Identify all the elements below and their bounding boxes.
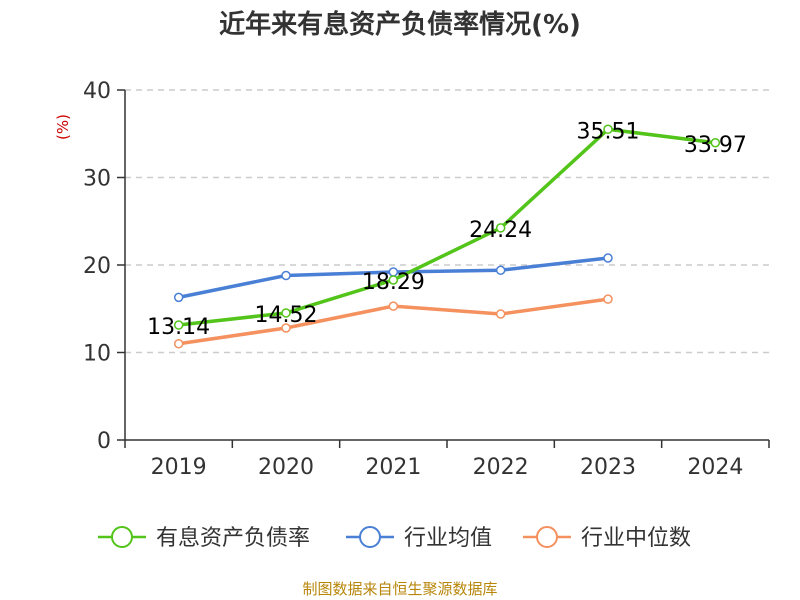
x-tick-label-2020: 2020 xyxy=(258,455,314,480)
series-point-1-3 xyxy=(495,265,506,275)
series-0 xyxy=(173,124,721,330)
y-tick-label-0: 0 xyxy=(97,429,111,454)
x-tick-label-2019: 2019 xyxy=(151,455,207,480)
axes: 0 10 20 30 40 2019 2020 2021 2022 2023 2024 xyxy=(83,79,770,480)
source-note: 制图数据来自恒生聚源数据库 xyxy=(302,580,497,598)
series-point-0-3 xyxy=(495,223,506,233)
series-point-0-5 xyxy=(710,138,721,148)
series-point-1-0 xyxy=(173,292,184,303)
series-point-0-0 xyxy=(173,320,184,330)
series-point-2-1 xyxy=(281,323,291,333)
x-tick-label-2024: 2024 xyxy=(687,455,743,480)
series-point-2-0 xyxy=(173,339,184,349)
legend-item-1[interactable]: 行业均值 xyxy=(346,526,492,551)
y-tick-label-10: 10 xyxy=(83,342,111,367)
series-group xyxy=(173,124,721,349)
x-tick-label-2022: 2022 xyxy=(473,455,529,480)
y-tick-label-20: 20 xyxy=(83,254,111,279)
legend-marker-2 xyxy=(536,526,558,548)
data-labels: 13.14 14.52 18.29 24.24 35.51 33.97 xyxy=(147,119,747,340)
legend-label-0: 有息资产负债率 xyxy=(156,526,310,551)
series-1 xyxy=(173,253,613,303)
series-line-0 xyxy=(178,127,716,327)
series-point-1-1 xyxy=(281,270,291,281)
data-label-0-5: 33.97 xyxy=(684,133,747,158)
series-point-0-4 xyxy=(603,124,613,135)
series-point-1-4 xyxy=(603,253,613,263)
series-2 xyxy=(173,294,613,349)
series-point-0-2 xyxy=(388,275,399,285)
data-label-0-1: 14.52 xyxy=(255,303,318,328)
legend-marker-0 xyxy=(111,526,133,548)
chart-title: 近年来有息资产负债率情况(%) xyxy=(219,9,581,40)
legend: 有息资产负债率 行业均值 行业中位数 xyxy=(98,526,691,551)
series-point-2-2 xyxy=(388,301,399,311)
data-label-0-0: 13.14 xyxy=(147,315,210,340)
legend-marker-1 xyxy=(359,526,381,548)
x-tick-label-2021: 2021 xyxy=(365,455,421,480)
data-label-0-4: 35.51 xyxy=(577,119,640,144)
legend-item-0[interactable]: 有息资产负债率 xyxy=(98,526,310,551)
y-tick-label-30: 30 xyxy=(83,167,111,192)
series-point-2-3 xyxy=(495,309,506,319)
legend-label-1: 行业均值 xyxy=(404,526,492,551)
series-point-2-4 xyxy=(603,294,613,304)
y-tick-label-40: 40 xyxy=(83,79,111,104)
data-label-0-3: 24.24 xyxy=(469,218,532,243)
legend-label-2: 行业中位数 xyxy=(581,526,691,551)
data-label-0-2: 18.29 xyxy=(362,270,425,295)
legend-item-2[interactable]: 行业中位数 xyxy=(523,526,691,551)
y-axis-label: (%) xyxy=(54,114,72,140)
series-point-0-1 xyxy=(281,308,291,318)
x-tick-label-2023: 2023 xyxy=(580,455,636,480)
grid-lines xyxy=(125,89,769,354)
